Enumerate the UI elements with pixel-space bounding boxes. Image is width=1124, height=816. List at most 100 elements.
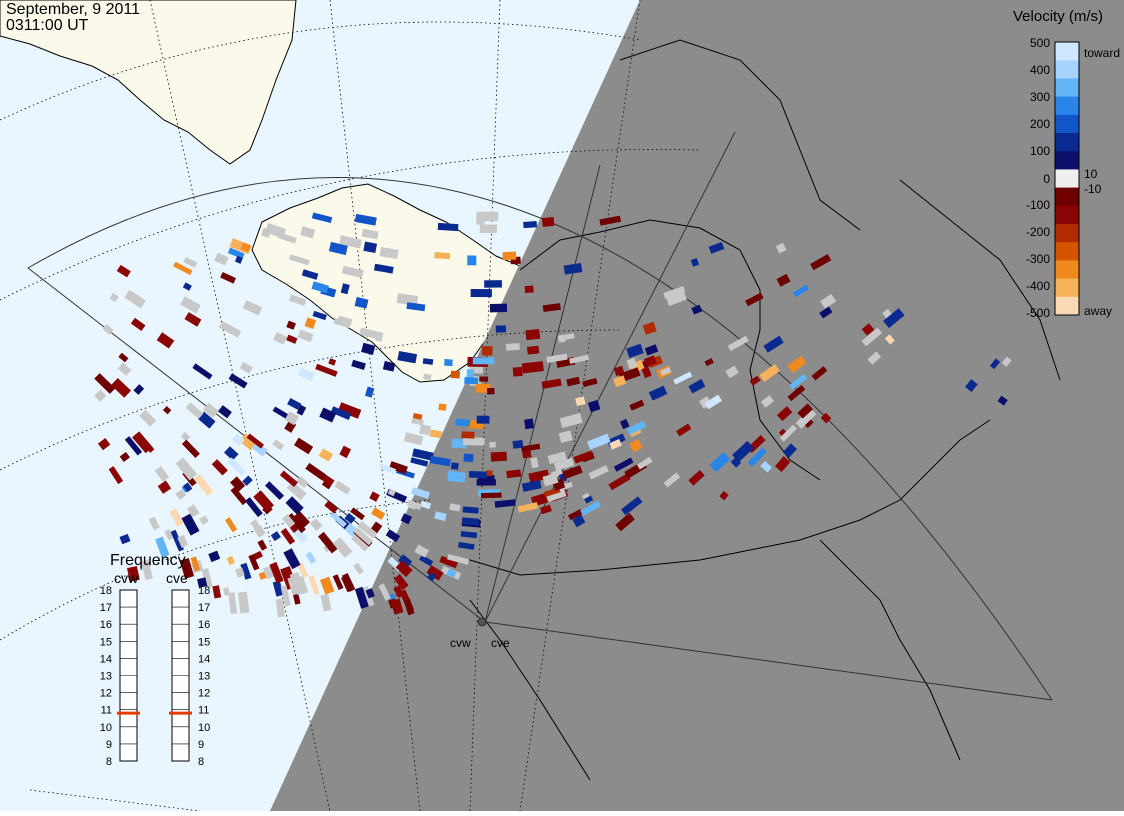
scatter-cell <box>333 317 351 329</box>
scatter-cell <box>676 423 692 437</box>
scatter-cell <box>562 465 583 480</box>
scatter-cell <box>525 329 541 341</box>
scatter-cell <box>530 457 539 469</box>
scatter-cell <box>364 386 375 398</box>
scatter-cell <box>197 577 208 588</box>
scatter-cell <box>484 280 502 288</box>
scatter-cell <box>476 479 496 486</box>
scatter-cell <box>526 345 540 355</box>
scatter-cell <box>463 453 474 463</box>
colorbar-swatch <box>1055 242 1079 261</box>
scatter-cell <box>582 377 598 388</box>
scatter-cell <box>248 554 260 571</box>
colorbar-swatch <box>1055 60 1079 79</box>
scatter-cell <box>228 592 238 615</box>
scatter-cell <box>156 332 175 349</box>
radar-site-label-cve: cve <box>491 636 510 650</box>
scatter-cell <box>97 437 111 451</box>
scatter-cell <box>245 497 263 518</box>
scatter-cell <box>193 474 214 497</box>
scatter-cell <box>644 344 659 356</box>
scatter-cell <box>130 317 146 332</box>
scatter-cell <box>341 265 364 279</box>
scatter-cell <box>224 446 239 461</box>
frequency-scale-label-left: 18 <box>100 585 112 597</box>
scatter-cell <box>629 439 643 453</box>
scatter-cell <box>230 476 246 492</box>
scatter-cell <box>305 551 317 565</box>
scatter-cell <box>212 585 222 599</box>
scatter-cell <box>468 471 487 479</box>
colorbar-swatch <box>1055 278 1079 298</box>
scatter-cell <box>373 263 394 274</box>
scatter-cell <box>406 302 426 312</box>
scatter-cell <box>289 571 303 588</box>
scatter-cell <box>546 353 568 363</box>
frequency-scale-label-left: 13 <box>100 671 112 683</box>
scatter-cell <box>747 447 767 467</box>
scatter-cell <box>164 529 174 541</box>
scatter-cell <box>437 222 459 232</box>
scatter-cell <box>460 531 478 539</box>
scatter-cell <box>545 488 567 503</box>
scatter-cell <box>521 361 544 374</box>
scatter-cell <box>867 351 882 365</box>
scatter-cell <box>390 598 404 615</box>
scatter-cell <box>328 358 337 366</box>
scatter-cell <box>586 433 611 450</box>
scatter-cell <box>989 358 1001 370</box>
scatter-cell <box>559 412 583 429</box>
frequency-scale-label-left: 9 <box>106 739 112 751</box>
scatter-cell <box>285 496 304 515</box>
scatter-cell <box>226 555 235 566</box>
frequency-scale-label-left: 10 <box>100 722 112 734</box>
scatter-cell <box>481 346 493 356</box>
scatter-cell <box>811 366 828 381</box>
scatter-cell <box>395 560 413 578</box>
scatter-cell <box>477 211 499 222</box>
scatter-cell <box>763 335 784 353</box>
scatter-cell <box>490 451 508 462</box>
scatter-cell <box>524 285 534 294</box>
scatter-cell <box>396 293 419 306</box>
scatter-cell <box>479 224 498 233</box>
scatter-cell <box>494 499 516 508</box>
scatter-cell <box>117 362 132 376</box>
scatter-cell <box>286 334 298 344</box>
scatter-cell <box>116 264 131 278</box>
scatter-cell <box>298 367 315 382</box>
scatter-cell <box>792 284 810 298</box>
frequency-scale-label-left: 16 <box>100 619 112 631</box>
frequency-scale-label-left: 17 <box>100 602 112 614</box>
scatter-cell <box>119 451 130 462</box>
scatter-cell <box>666 291 687 306</box>
scatter-cell <box>709 452 731 473</box>
scatter-cell <box>126 565 140 582</box>
frequency-station-cve: cve <box>166 570 188 586</box>
scatter-cell <box>272 406 291 420</box>
scatter-cell <box>361 342 376 355</box>
scatter-cell <box>690 257 700 267</box>
colorbar-tick-label: 0 <box>1043 172 1050 186</box>
scatter-cell <box>318 448 334 462</box>
scatter-cell <box>609 438 622 450</box>
scatter-cell <box>512 366 523 377</box>
scatter-cell <box>288 254 310 266</box>
scatter-cell <box>293 437 314 455</box>
scatter-cell <box>371 507 386 520</box>
scatter-cell <box>180 431 191 442</box>
scatter-cell <box>330 406 352 420</box>
colorbar-swatch <box>1055 187 1079 207</box>
scatter-cell <box>787 355 807 374</box>
colorbar-swatch <box>1055 260 1079 280</box>
scatter-cell <box>517 502 539 513</box>
scatter-cell <box>776 273 791 287</box>
scatter-cell <box>280 527 296 545</box>
colorbar-toward-label: toward <box>1084 46 1120 60</box>
scatter-cell <box>305 462 327 481</box>
scatter-cell <box>389 461 408 475</box>
scatter-cell <box>461 431 475 439</box>
scatter-cell <box>434 511 447 522</box>
